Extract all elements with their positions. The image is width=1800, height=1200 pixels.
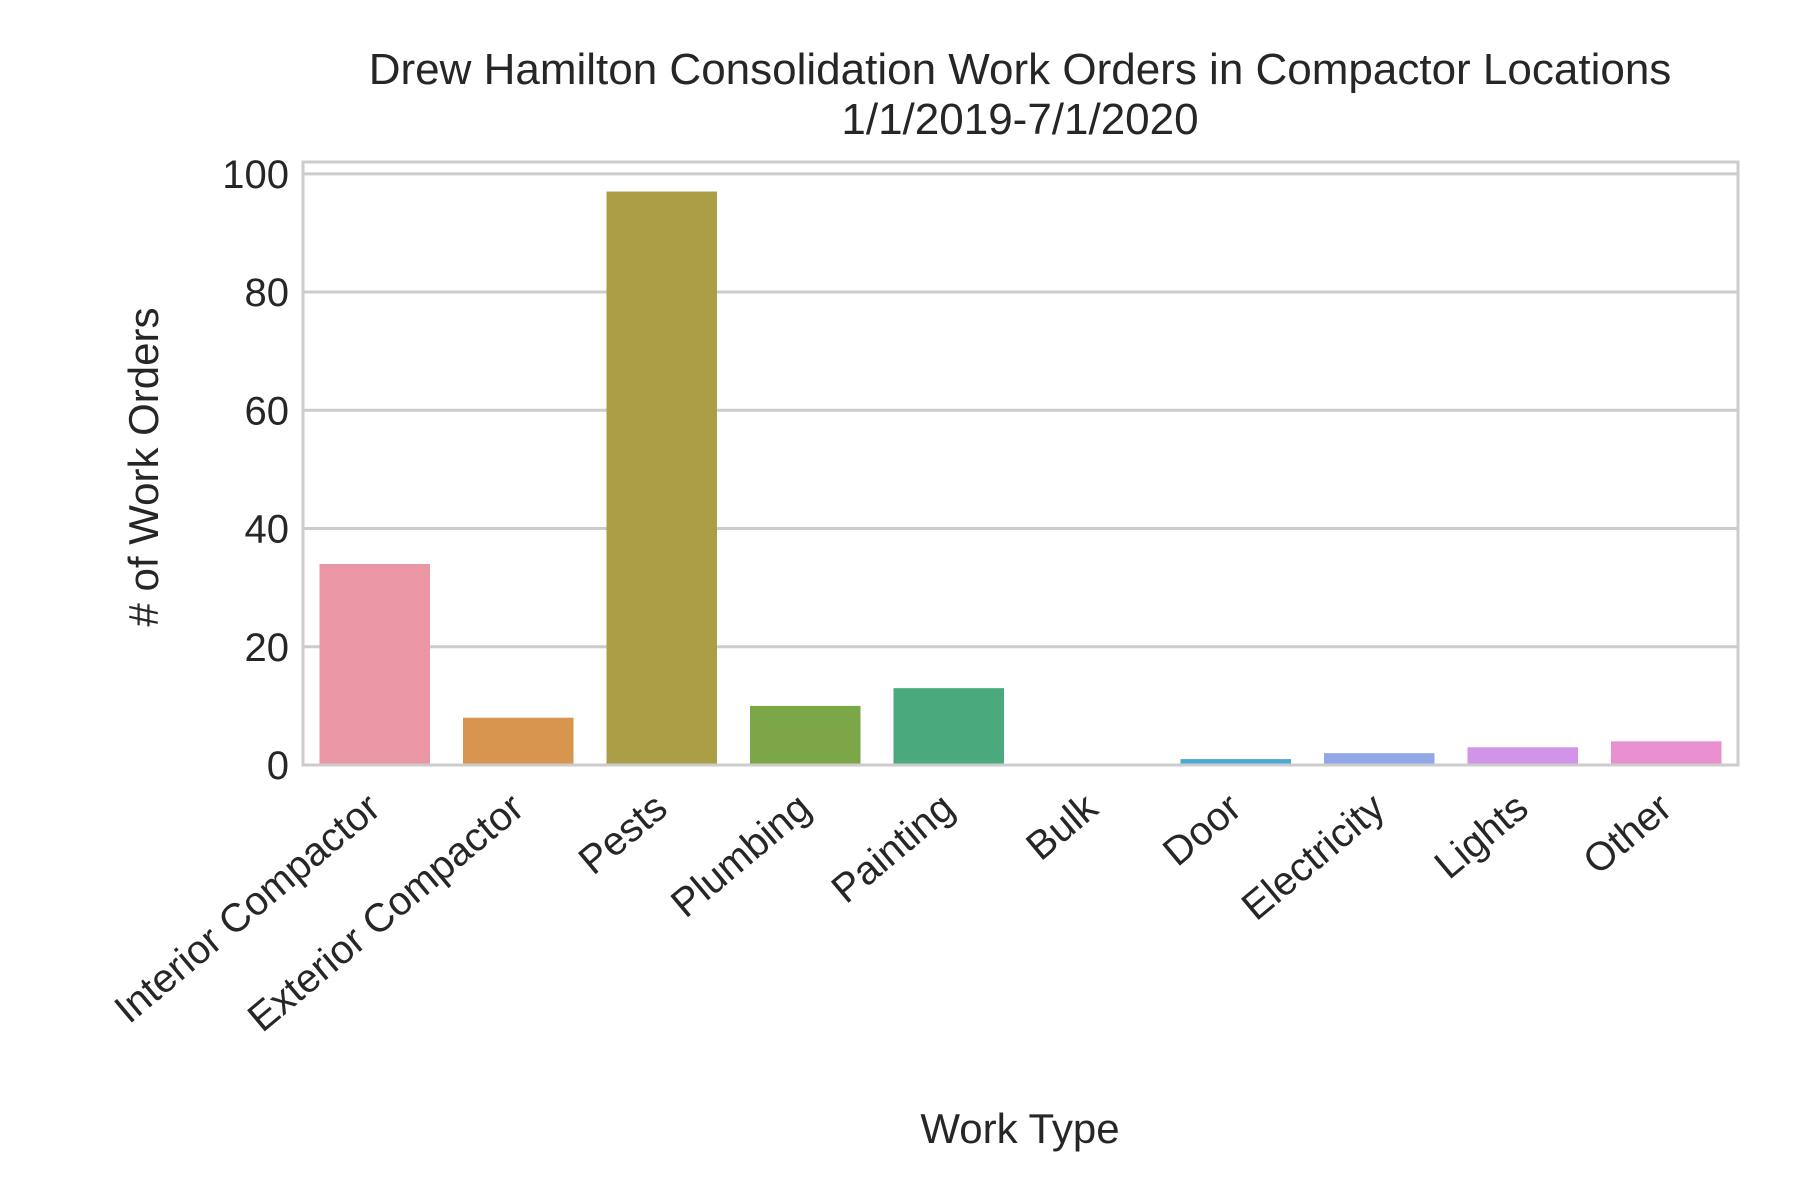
- x-tick-label: Electricity: [1234, 785, 1393, 929]
- x-tick-label: Bulk: [1018, 785, 1107, 869]
- y-tick-label: 100: [222, 153, 289, 197]
- x-tick-label: Lights: [1426, 785, 1536, 887]
- chart-title: Drew Hamilton Consolidation Work Orders …: [369, 45, 1672, 94]
- y-tick-label: 20: [245, 626, 290, 670]
- bar-exterior-compactor: [463, 717, 574, 765]
- bar-painting: [893, 688, 1004, 765]
- y-tick-label: 80: [245, 271, 290, 315]
- x-tick-label: Interior Compactor: [107, 785, 389, 1032]
- x-tick-label: Pests: [571, 785, 676, 883]
- bar-door: [1180, 759, 1291, 765]
- bar-interior-compactor: [319, 564, 430, 765]
- x-tick-label: Other: [1575, 785, 1680, 883]
- x-tick-label: Door: [1155, 785, 1250, 874]
- bar-electricity: [1324, 753, 1435, 765]
- grid-layer: [303, 172, 1738, 767]
- y-tick-labels: 0 20 40 60 80 100: [222, 153, 289, 788]
- x-axis-label: Work Type: [920, 1105, 1119, 1152]
- plot-frame: [301, 160, 1740, 767]
- x-tick-label: Painting: [824, 785, 963, 912]
- y-tick-label: 40: [245, 508, 290, 552]
- bar-pests: [606, 191, 717, 765]
- bar-plumbing: [750, 705, 861, 765]
- chart-subtitle: 1/1/2019-7/1/2020: [841, 95, 1198, 144]
- bars-layer: [319, 191, 1722, 765]
- bar-lights: [1467, 747, 1578, 765]
- y-tick-label: 60: [245, 389, 290, 433]
- y-tick-label: 0: [267, 744, 289, 788]
- bar-other: [1611, 741, 1722, 765]
- x-tick-label: Plumbing: [663, 785, 819, 926]
- y-axis-label: # of Work Orders: [120, 308, 167, 627]
- x-tick-label: Exterior Compactor: [240, 785, 532, 1040]
